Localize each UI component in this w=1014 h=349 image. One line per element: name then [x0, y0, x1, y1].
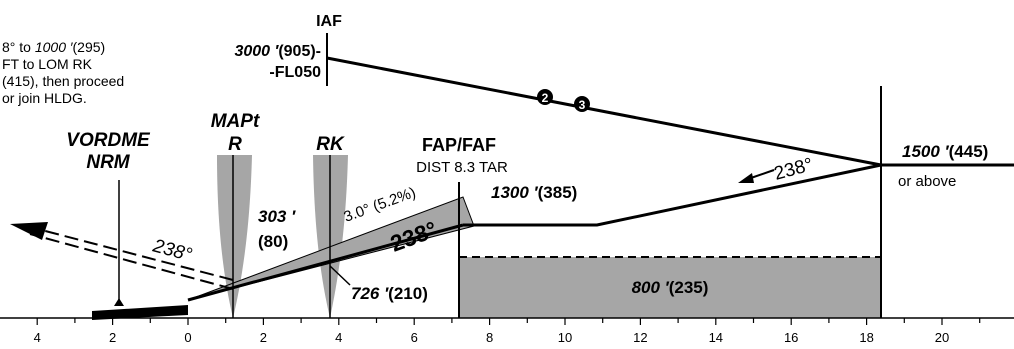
minimum-altitude-box [459, 257, 881, 318]
rk-alt-ref: (210) [388, 284, 428, 303]
fap-alt-value: 1300 ′ [491, 183, 539, 202]
iaf-label: IAF [316, 13, 342, 30]
scale-tick-label: 2 [109, 330, 116, 345]
missed-note-line3: (415), then proceed [2, 73, 124, 89]
scale-tick-label: 0 [184, 330, 191, 345]
svg-text:8° to 1000 ′(295): 8° to 1000 ′(295) [2, 39, 105, 55]
missed-approach-arrow-icon [10, 222, 48, 240]
glide-path-wedge [187, 196, 475, 301]
initial-descent-path [326, 56, 882, 167]
iaf-alt-value: 3000 ′ [234, 43, 279, 60]
missed-note-line1: 8° to [2, 39, 35, 55]
mda-altitude: 303 ′ [258, 207, 296, 226]
scale-tick-label: 2 [260, 330, 267, 345]
missed-note-alt: 1000 ′ [35, 39, 74, 55]
scale-tick-label: 12 [633, 330, 647, 345]
missed-approach-path-lower [29, 233, 234, 290]
mapt-fan-marker [217, 155, 252, 318]
distance-scale: 4 2 0 2 4 6 8 10 12 14 16 18 20 [0, 317, 1014, 345]
scale-tick-label: 4 [34, 330, 41, 345]
rk-alt-value: 726 ′ [351, 284, 389, 303]
iaf-flight-level: -FL050 [269, 64, 321, 81]
fap-altitude: 1300 ′(385) [491, 183, 577, 202]
scale-tick-label: 14 [709, 330, 723, 345]
mda-reference: (80) [258, 232, 288, 251]
rk-altitude-leader [329, 265, 351, 286]
rk-label: RK [316, 134, 345, 155]
vordme-station-marker [114, 298, 124, 306]
waypoint-3-icon: 3 [574, 96, 590, 112]
scale-tick-label: 20 [935, 330, 949, 345]
box-alt-value: 800 ′ [632, 278, 670, 297]
missed-approach-note: 8° to 1000 ′(295) FT to LOM RK (415), th… [2, 39, 124, 106]
missed-note-alt-ref: (295) [73, 39, 106, 55]
runway [92, 305, 188, 320]
fap-label: FAP/FAF [422, 135, 496, 155]
fap-distance: DIST 8.3 TAR [416, 159, 508, 176]
mapt-ident: R [228, 134, 242, 155]
waypoint-3-label: 3 [579, 98, 586, 112]
box-alt-ref: (235) [669, 278, 709, 297]
waypoint-2-icon: 2 [537, 89, 553, 105]
missed-note-line2: FT to LOM RK [2, 56, 93, 72]
scale-tick-label: 18 [859, 330, 873, 345]
scale-tick-label: 10 [558, 330, 572, 345]
waypoint-2-label: 2 [542, 91, 549, 105]
entry-altitude-note: or above [898, 173, 956, 190]
final-approach-path [187, 223, 464, 302]
scale-tick-label: 16 [784, 330, 798, 345]
mapt-label: MAPt [211, 111, 260, 132]
iaf-alt-ref: (905)- [278, 43, 321, 60]
missed-note-line4: or join HLDG. [2, 90, 87, 106]
vordme-label: VORDME [66, 130, 151, 151]
entry-altitude: 1500 ′(445) [902, 142, 988, 161]
box-altitude: 800 ′(235) [632, 278, 709, 297]
entry-alt-ref: (445) [949, 142, 989, 161]
intermediate-descent-path [463, 163, 882, 227]
fap-alt-ref: (385) [538, 183, 578, 202]
rk-altitude: 726 ′(210) [351, 284, 428, 303]
inbound-course-arrow-icon [738, 173, 754, 183]
missed-approach-path-upper [29, 226, 234, 281]
scale-tick-label: 6 [411, 330, 418, 345]
scale-tick-label: 4 [335, 330, 342, 345]
vordme-ident: NRM [86, 152, 130, 173]
entry-alt-value: 1500 ′ [902, 142, 950, 161]
scale-tick-label: 8 [486, 330, 493, 345]
missed-course-label: 238° [150, 235, 195, 266]
iaf-altitude: 3000 ′(905)- [234, 43, 321, 60]
